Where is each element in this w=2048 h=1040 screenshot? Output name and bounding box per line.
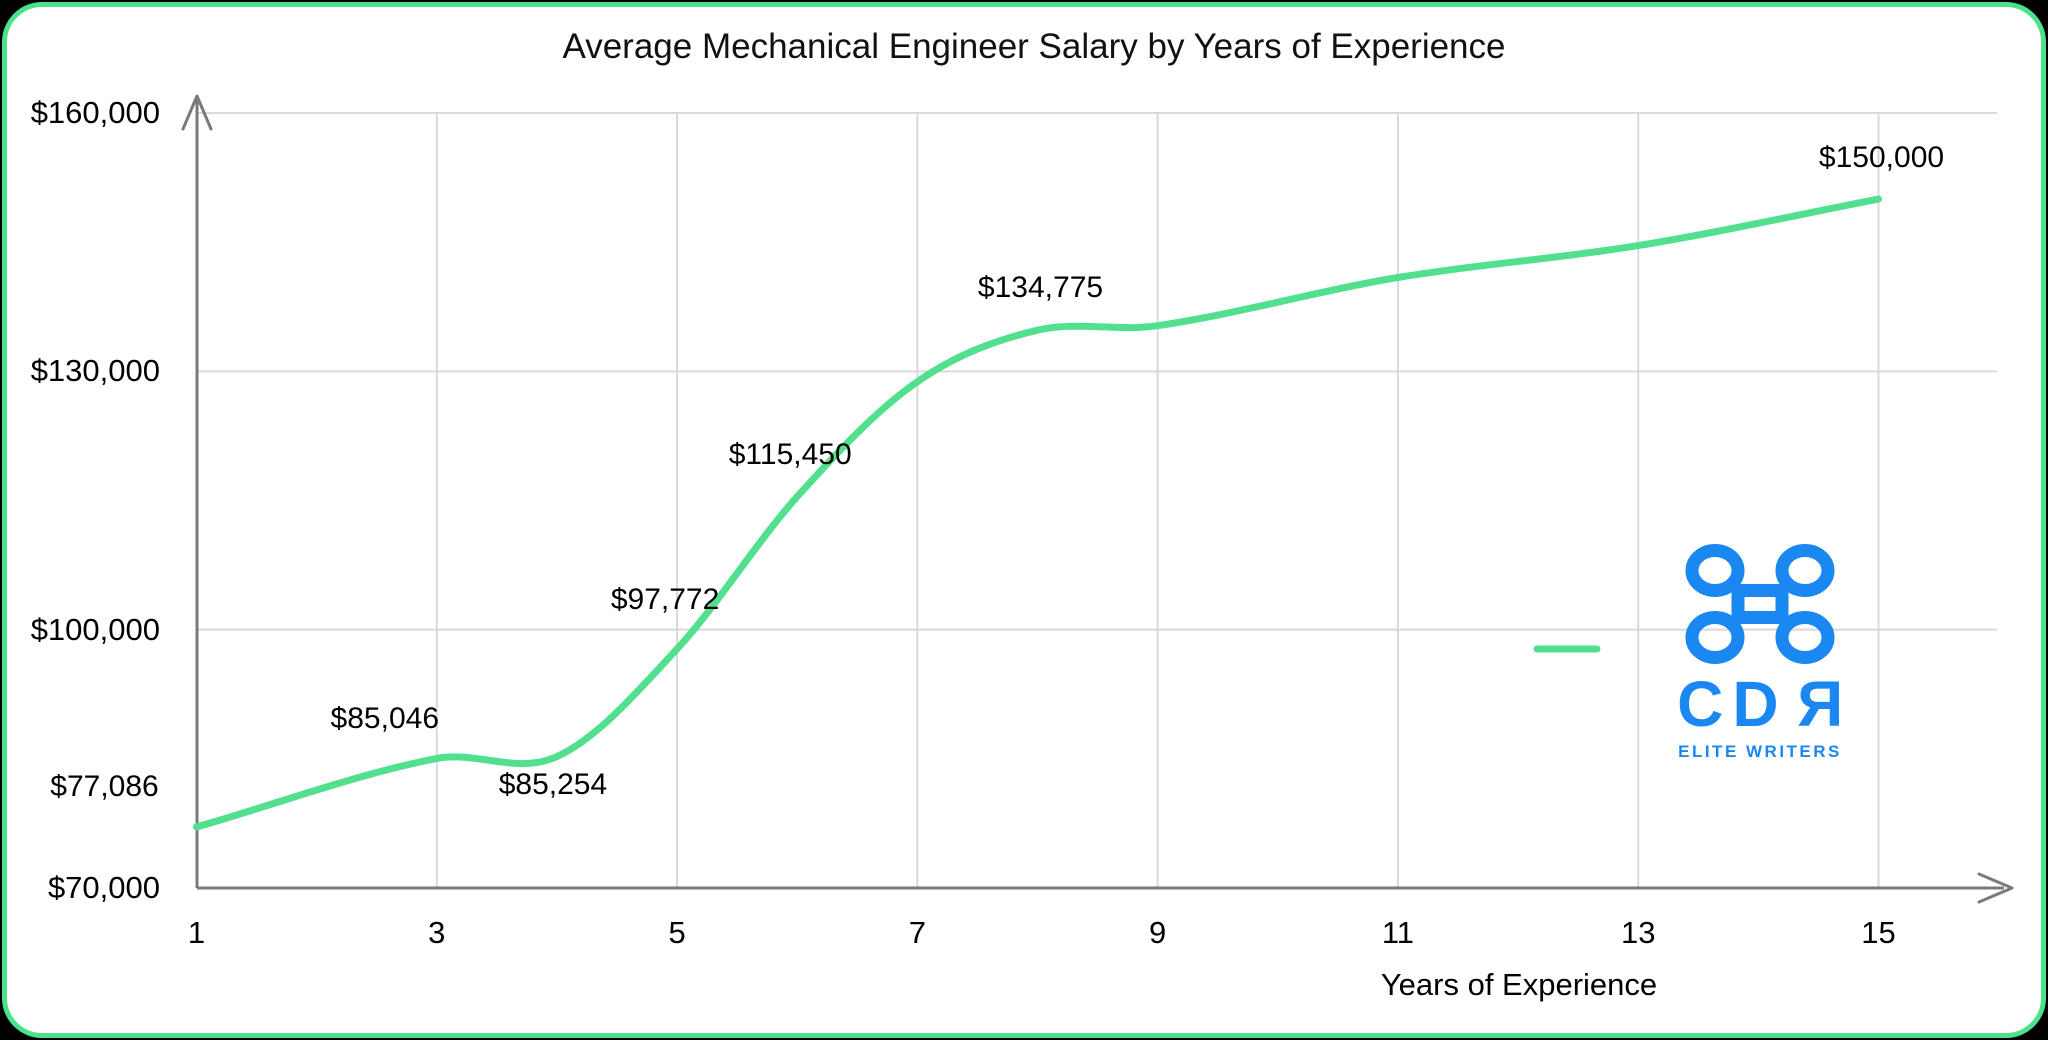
x-tick-label: 11 — [1381, 915, 1415, 950]
x-tick-label: 7 — [908, 915, 926, 950]
data-point-label: $150,000 — [1818, 141, 1945, 175]
data-point-label: $115,450 — [728, 437, 852, 471]
logo-subtext: ELITE WRITERS — [1678, 742, 1842, 761]
data-point-label: $85,046 — [330, 702, 440, 736]
x-axis-arrow-icon — [1977, 872, 2014, 904]
x-tick-label: 1 — [187, 915, 206, 950]
data-point-label: $97,772 — [610, 582, 720, 616]
data-point-label: $77,086 — [50, 769, 159, 803]
x-tick-label: 3 — [428, 915, 446, 950]
y-tick-label: $100,000 — [30, 611, 160, 647]
x-tick-label: 5 — [668, 915, 686, 950]
salary-series-line — [193, 195, 1882, 831]
y-axis-arrow-icon — [181, 94, 213, 131]
x-tick-label: 9 — [1149, 915, 1167, 950]
command-icon — [1685, 544, 1835, 664]
data-point-label: $134,775 — [977, 271, 1104, 305]
chart-title: Average Mechanical Engineer Salary by Ye… — [562, 27, 1506, 66]
logo-text: CDR — [1677, 668, 1843, 740]
y-tick-label: $70,000 — [47, 870, 160, 905]
x-tick-label: 15 — [1861, 915, 1896, 950]
cdr-elite-writers-logo: CDR ELITE WRITERS — [1665, 544, 1855, 762]
x-axis-title: Years of Experience — [1380, 967, 1658, 1002]
y-tick-label: $160,000 — [30, 95, 160, 130]
x-tick-label: 13 — [1620, 915, 1656, 950]
data-point-label: $85,254 — [498, 767, 608, 801]
y-tick-label: $130,000 — [30, 353, 160, 389]
